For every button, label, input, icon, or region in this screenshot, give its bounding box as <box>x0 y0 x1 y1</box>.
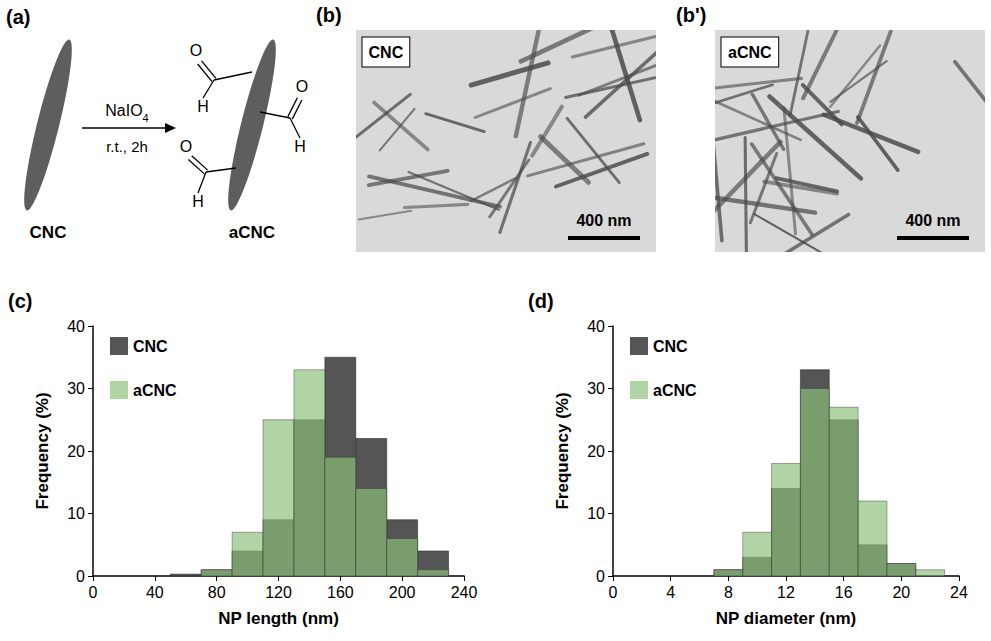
svg-text:(a): (a) <box>6 6 30 28</box>
svg-text:40: 40 <box>67 318 85 335</box>
svg-text:400 nm: 400 nm <box>905 212 960 229</box>
svg-text:400 nm: 400 nm <box>576 212 631 229</box>
svg-text:30: 30 <box>67 380 85 397</box>
svg-text:8: 8 <box>724 584 733 601</box>
svg-text:0: 0 <box>89 584 98 601</box>
svg-text:24: 24 <box>950 584 968 601</box>
svg-text:80: 80 <box>208 584 226 601</box>
svg-text:200: 200 <box>389 584 416 601</box>
svg-text:CNC: CNC <box>369 44 404 61</box>
svg-text:Frequency (%): Frequency (%) <box>33 392 52 509</box>
svg-text:40: 40 <box>587 318 605 335</box>
svg-text:CNC: CNC <box>30 223 67 242</box>
svg-text:r.t., 2h: r.t., 2h <box>106 138 148 155</box>
svg-text:CNC: CNC <box>133 338 168 355</box>
svg-text:10: 10 <box>587 505 605 522</box>
svg-text:120: 120 <box>265 584 292 601</box>
svg-text:O: O <box>190 42 202 59</box>
svg-text:O: O <box>180 138 192 155</box>
svg-text:20: 20 <box>892 584 910 601</box>
svg-text:240: 240 <box>451 584 478 601</box>
svg-text:16: 16 <box>835 584 853 601</box>
svg-text:(b'): (b') <box>676 4 706 26</box>
svg-text:CNC: CNC <box>653 338 688 355</box>
svg-text:Frequency (%): Frequency (%) <box>553 392 572 509</box>
svg-text:0: 0 <box>76 568 85 585</box>
svg-text:30: 30 <box>587 380 605 397</box>
svg-text:20: 20 <box>67 443 85 460</box>
svg-text:NP length (nm): NP length (nm) <box>218 609 339 628</box>
svg-text:0: 0 <box>596 568 605 585</box>
svg-text:0: 0 <box>609 584 618 601</box>
svg-text:12: 12 <box>777 584 795 601</box>
html-text:(d): (d) <box>528 290 554 312</box>
svg-text:NP diameter (nm): NP diameter (nm) <box>716 609 856 628</box>
svg-text:(b): (b) <box>316 4 342 26</box>
svg-text:H: H <box>197 98 209 115</box>
svg-text:20: 20 <box>587 443 605 460</box>
svg-text:aCNC: aCNC <box>728 44 772 61</box>
svg-text:aCNC: aCNC <box>229 223 275 242</box>
svg-text:H: H <box>192 193 204 210</box>
svg-text:40: 40 <box>146 584 164 601</box>
svg-text:aCNC: aCNC <box>653 382 697 399</box>
svg-text:10: 10 <box>67 505 85 522</box>
svg-text:160: 160 <box>327 584 354 601</box>
svg-text:4: 4 <box>666 584 675 601</box>
svg-text:NaIO4: NaIO4 <box>105 102 148 124</box>
svg-text:aCNC: aCNC <box>133 382 177 399</box>
svg-text:O: O <box>296 78 308 95</box>
svg-text:H: H <box>294 138 306 155</box>
html-text:(c): (c) <box>8 290 33 312</box>
